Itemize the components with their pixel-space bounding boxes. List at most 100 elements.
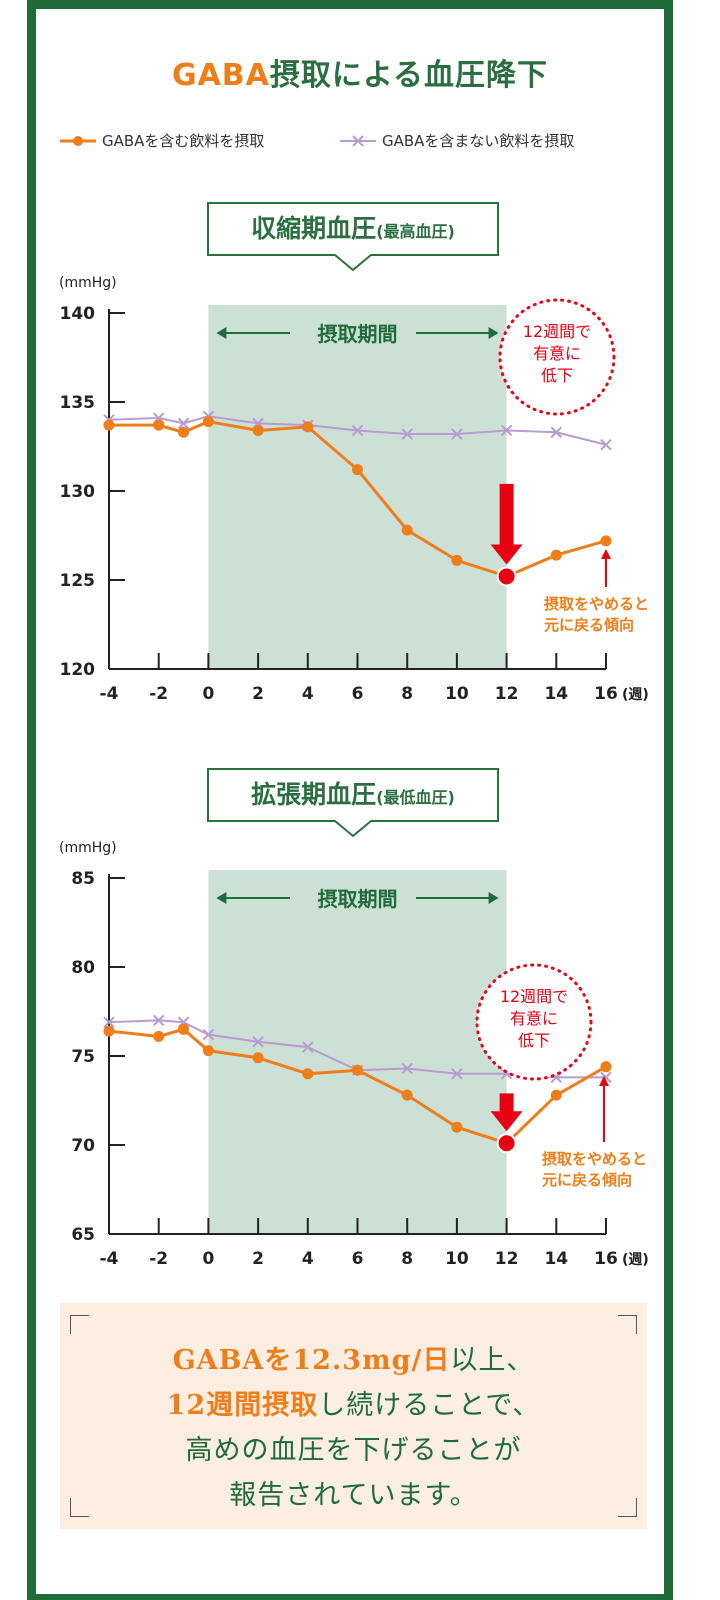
intake-period-label: 摂取期間 bbox=[318, 322, 398, 346]
data-point-gaba bbox=[252, 1052, 264, 1064]
callout-text: 有意に bbox=[510, 1009, 558, 1028]
y-tick-label: 130 bbox=[60, 482, 96, 502]
chart-label-sub: (最低血圧) bbox=[376, 788, 455, 807]
data-point-control bbox=[351, 424, 364, 437]
data-point-gaba bbox=[178, 1023, 190, 1035]
cross-icon bbox=[451, 1068, 463, 1080]
x-tick-label: 8 bbox=[401, 684, 413, 704]
note-text: 元に戻る傾向 bbox=[542, 1171, 632, 1189]
summary-emphasis: GABAを12.3mg/日 bbox=[172, 1345, 451, 1376]
x-tick-label: 16 bbox=[594, 684, 618, 704]
data-point-control bbox=[600, 439, 612, 451]
arrow-down-icon bbox=[490, 544, 523, 565]
legend-item-gaba: GABAを含む飲料を摂取 bbox=[60, 130, 264, 151]
data-point-control bbox=[302, 1041, 314, 1053]
cross-icon bbox=[401, 428, 413, 440]
data-point-control bbox=[401, 428, 413, 440]
decrease-arrow-shaft bbox=[499, 483, 514, 547]
note-text: 摂取をやめると bbox=[544, 595, 649, 613]
series-line-control bbox=[108, 415, 607, 446]
data-point-gaba bbox=[550, 549, 562, 561]
cross-icon bbox=[177, 417, 190, 430]
summary-box: GABAを12.3mg/日以上、 12週間摂取し続けることで、 高めの血圧を下げ… bbox=[60, 1303, 647, 1529]
chart-label-systolic: 収縮期血圧(最高血圧) bbox=[207, 202, 499, 256]
chart-systolic: 摂取期間 (mmHg) 140 135 130 125 120-4 -2 0 2 4 6 8 10 12 14… bbox=[59, 275, 649, 704]
bracket-corner bbox=[70, 1315, 89, 1334]
intake-period-shade bbox=[208, 305, 507, 669]
data-point-control bbox=[252, 1036, 264, 1048]
legend-label: GABAを含む飲料を摂取 bbox=[102, 132, 265, 150]
legend-cross-line-icon bbox=[340, 134, 376, 147]
y-tick-label: 70 bbox=[71, 1136, 95, 1156]
summary-line-4: 報告されています。 bbox=[229, 1480, 478, 1511]
data-point-gaba bbox=[153, 1030, 165, 1042]
data-point-gaba bbox=[451, 554, 463, 566]
chart-label-sub: (最高血圧) bbox=[376, 222, 455, 241]
y-unit-label: (mmHg) bbox=[59, 275, 117, 291]
callout-text: 12週間で bbox=[523, 322, 591, 341]
label-pointer-icon bbox=[335, 820, 371, 838]
cross-icon bbox=[302, 1041, 314, 1053]
y-tick-label: 135 bbox=[60, 393, 96, 413]
arrow-up-icon bbox=[601, 549, 611, 559]
y-tick-label: 120 bbox=[60, 660, 96, 680]
x-tick-label: -4 bbox=[100, 684, 119, 704]
data-point-gaba bbox=[178, 426, 190, 438]
summary-line-3: 高めの血圧を下げることが bbox=[185, 1435, 522, 1466]
x-tick-label: -2 bbox=[149, 684, 168, 704]
arrow-right-icon bbox=[488, 327, 499, 339]
x-tick-label: 12 bbox=[495, 1249, 519, 1269]
page-title: GABA摂取による血圧降下 bbox=[0, 50, 720, 94]
x-tick-label: 10 bbox=[445, 1249, 469, 1269]
arrow-left-icon bbox=[216, 892, 227, 904]
x-tick-label: 14 bbox=[544, 684, 568, 704]
data-point-gaba bbox=[352, 1064, 363, 1076]
label-pointer-icon bbox=[335, 254, 371, 272]
data-point-gaba-week12 bbox=[496, 566, 517, 587]
y-tick-label: 140 bbox=[60, 304, 96, 324]
x-unit-label: (週) bbox=[622, 687, 649, 703]
y-tick-label: 80 bbox=[71, 958, 95, 978]
callout-text: 低下 bbox=[541, 366, 573, 385]
note-text: 元に戻る傾向 bbox=[544, 616, 634, 634]
x-tick-label: 14 bbox=[544, 1249, 568, 1269]
cross-icon bbox=[500, 424, 513, 437]
y-tick-label: 125 bbox=[60, 571, 96, 591]
cross-icon bbox=[252, 1036, 264, 1048]
bracket-corner bbox=[618, 1498, 637, 1517]
x-tick-label: 6 bbox=[352, 1249, 364, 1269]
x-tick-label: 8 bbox=[401, 1249, 413, 1269]
data-point-gaba bbox=[600, 1061, 612, 1073]
x-tick-label: 4 bbox=[302, 1249, 314, 1269]
data-point-control bbox=[550, 426, 563, 438]
chart-label-main: 拡張期血圧 bbox=[251, 780, 377, 809]
data-point-control bbox=[401, 1062, 413, 1075]
cross-icon bbox=[401, 1062, 413, 1075]
chart-diastolic: 摂取期間 (mmHg) 85 80 75 70 65-4 -2 0 2 4 6 8 10 12 14 16 (週)… bbox=[59, 840, 649, 1269]
data-point-gaba bbox=[153, 419, 165, 431]
data-point-control bbox=[177, 417, 190, 430]
data-point-control bbox=[451, 428, 463, 440]
cross-icon bbox=[202, 1028, 215, 1041]
chart-label-main: 収縮期血圧 bbox=[251, 214, 377, 243]
intake-period-shade bbox=[208, 870, 507, 1234]
summary-line-2: 12週間摂取し続けることで、 bbox=[60, 1383, 647, 1422]
x-tick-label: 4 bbox=[302, 684, 314, 704]
title-accent: GABA bbox=[171, 58, 270, 93]
data-point-gaba bbox=[401, 524, 413, 536]
frame-bottom-border bbox=[27, 1594, 673, 1600]
y-tick-label: 65 bbox=[71, 1225, 95, 1245]
callout-text: 低下 bbox=[518, 1031, 550, 1050]
arrow-down-icon bbox=[490, 1111, 523, 1132]
data-point-gaba bbox=[352, 464, 363, 476]
x-tick-label: 6 bbox=[352, 684, 364, 704]
cross-icon bbox=[550, 426, 563, 438]
summary-line-1: GABAを12.3mg/日以上、 bbox=[60, 1338, 647, 1377]
data-point-control bbox=[451, 1068, 463, 1080]
cross-icon bbox=[152, 1014, 165, 1027]
data-point-gaba bbox=[103, 1025, 115, 1037]
cross-icon bbox=[351, 424, 364, 437]
x-tick-label: 12 bbox=[495, 684, 519, 704]
legend-dot-line-icon bbox=[60, 135, 96, 146]
x-tick-label: -2 bbox=[149, 1249, 168, 1269]
